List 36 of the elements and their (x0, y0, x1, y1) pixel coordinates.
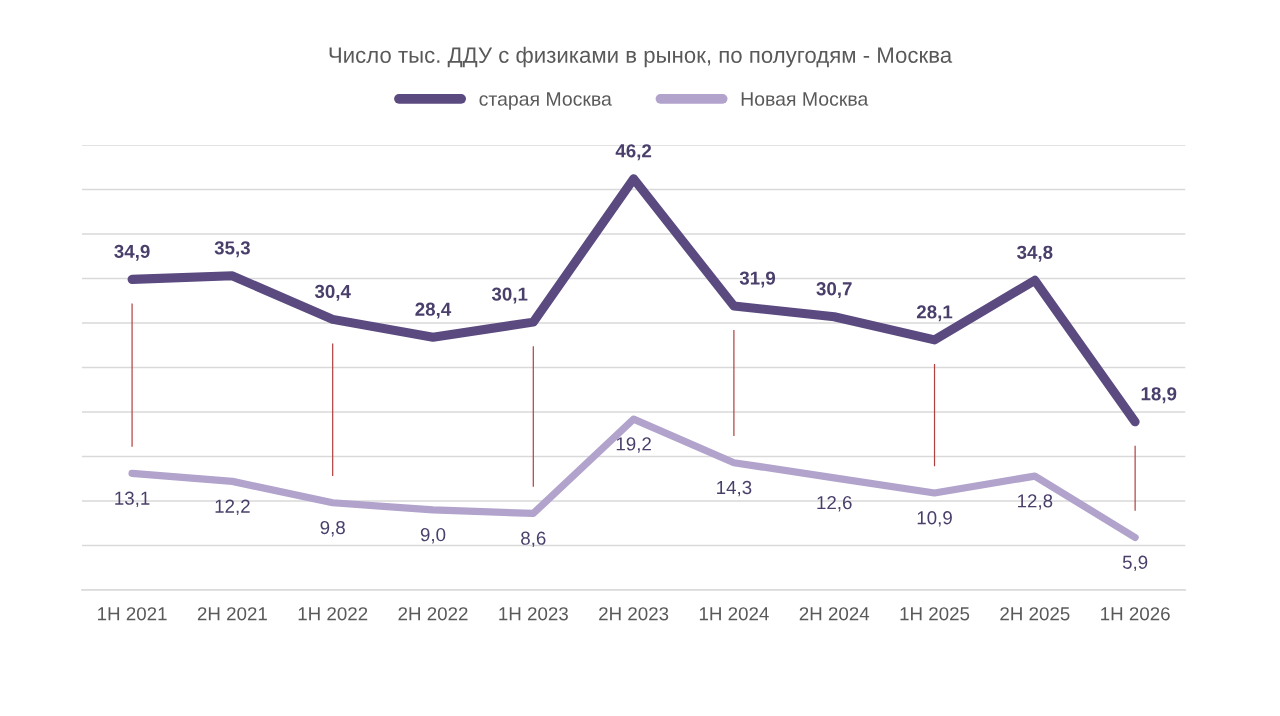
data-label: 19,2 (616, 437, 651, 453)
x-tick-label: 1H 2023 (499, 607, 568, 621)
data-label: 14,3 (717, 480, 752, 497)
x-tick-label: 2H 2025 (1000, 607, 1070, 621)
x-tick-label: 2H 2022 (398, 607, 468, 621)
x-tick-label: 1H 2022 (298, 607, 368, 621)
data-label: 30,4 (314, 284, 351, 301)
data-label: 31,9 (739, 271, 776, 288)
data-label: 12,2 (215, 499, 250, 516)
x-tick-label: 2H 2021 (197, 607, 267, 621)
x-tick-label: 2H 2024 (799, 607, 870, 621)
data-label: 18,9 (1141, 387, 1177, 404)
x-tick-label: 1H 2021 (98, 607, 167, 621)
data-label: 9,8 (320, 520, 345, 537)
x-tick-label: 1H 2025 (900, 607, 970, 621)
data-label: 30,1 (491, 287, 528, 304)
data-label: 34,9 (114, 244, 150, 261)
data-label: 10,9 (917, 511, 952, 527)
chart-title: Число тыс. ДДУ с физиками в рынок, по полугодям - Москва (329, 46, 953, 68)
data-label: 8,6 (521, 531, 546, 548)
data-label: 9,0 (420, 528, 446, 544)
legend-label: старая Москва (479, 92, 612, 110)
x-tick-label: 1H 2026 (1101, 607, 1170, 621)
data-label: 12,8 (1018, 494, 1053, 510)
data-label: 5,9 (1122, 555, 1148, 572)
data-label: 13,1 (115, 491, 150, 508)
data-label: 34,8 (1017, 245, 1053, 262)
data-label: 28,1 (916, 305, 953, 322)
data-label: 30,7 (816, 282, 852, 299)
data-label: 46,2 (615, 144, 652, 161)
data-label: 28,4 (415, 302, 452, 319)
x-tick-label: 2H 2023 (599, 607, 669, 621)
legend-label: Новая Москва (741, 92, 869, 106)
data-label: 35,3 (214, 241, 250, 258)
data-label: 12,6 (817, 495, 852, 512)
x-tick-label: 1H 2024 (699, 607, 769, 621)
